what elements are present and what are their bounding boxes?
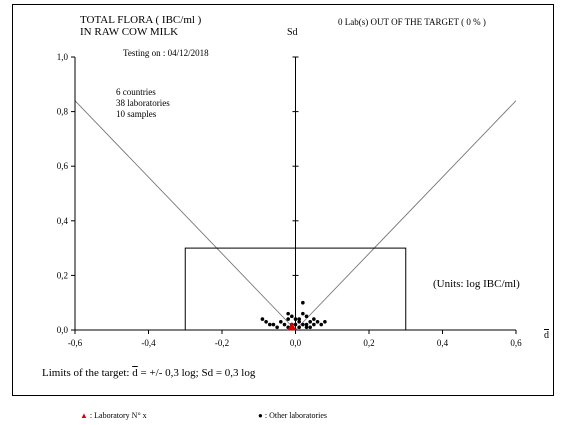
other-laboratory-point xyxy=(308,320,313,324)
red-triangle-icon: ▲ xyxy=(80,411,88,420)
other-laboratory-point xyxy=(301,322,305,327)
other-laboratory-point xyxy=(286,317,290,321)
other-laboratory-point xyxy=(290,314,294,319)
other-laboratory-point xyxy=(323,320,327,324)
other-laboratory-point xyxy=(297,317,301,321)
limits-of-target: Limits of the target: d = +/- 0,3 log; S… xyxy=(42,367,255,379)
y-tick-label: 0,4 xyxy=(57,216,69,226)
other-laboratory-point xyxy=(304,325,309,330)
other-laboratory-point xyxy=(312,322,316,327)
x-tick-label: 0,2 xyxy=(363,338,374,348)
stat-countries: 6 countries xyxy=(116,87,156,97)
other-laboratory-point xyxy=(301,311,305,316)
x-tick-label: -0,2 xyxy=(215,338,229,348)
out-of-target-text: 0 Lab(s) OUT OF THE TARGET ( 0 % ) xyxy=(338,17,486,27)
other-laboratory-point xyxy=(304,322,309,327)
stat-laboratories: 38 laboratories xyxy=(116,98,170,108)
x-tick-label: -0,4 xyxy=(141,338,156,348)
y-tick-label: 0,0 xyxy=(57,325,69,335)
other-laboratory-point xyxy=(275,325,279,330)
chart-frame: -0,6 -0,4 -0,2 0,0 0,2 0,4 0,6 0,0 0,2 0,4 0,6 0,8 1… xyxy=(12,4,554,396)
other-laboratory-point xyxy=(267,322,272,327)
other-laboratory-point xyxy=(297,325,301,330)
other-laboratory-point xyxy=(282,322,287,327)
limits-values: = +/- 0,3 log; Sd = 0,3 log xyxy=(137,367,256,379)
stat-samples: 10 samples xyxy=(116,109,157,119)
target-v-line-1 xyxy=(295,100,517,331)
x-tick-label: -0,6 xyxy=(68,338,83,348)
other-laboratory-point xyxy=(279,320,283,324)
other-laboratory-point xyxy=(315,320,320,324)
x-axis-label: d xyxy=(544,330,549,341)
other-laboratory-point xyxy=(297,320,301,324)
x-tick-label: 0,4 xyxy=(437,338,449,348)
other-laboratory-point xyxy=(293,322,298,327)
other-laboratory-point xyxy=(308,325,313,330)
limits-d-symbol: d xyxy=(132,367,138,379)
legend-label-laboratory-x: : Laboratory N° x xyxy=(89,411,147,420)
legend-item-laboratory-x: ▲ : Laboratory N° x xyxy=(80,411,147,420)
y-axis-label: Sd xyxy=(287,27,298,38)
other-laboratory-point xyxy=(260,317,265,321)
other-laboratory-point xyxy=(293,317,298,321)
black-dot-icon: ● xyxy=(258,411,263,420)
target-v-line-0 xyxy=(74,100,296,331)
other-laboratory-point xyxy=(286,311,290,316)
other-laboratory-point xyxy=(271,322,276,327)
legend-item-other-laboratories: ● : Other laboratories xyxy=(258,411,327,420)
x-tick-label: 0,0 xyxy=(290,338,302,348)
other-laboratory-point xyxy=(319,322,324,327)
other-laboratory-point xyxy=(264,320,268,324)
other-laboratory-point xyxy=(312,317,316,321)
units-label: (Units: log IBC/ml) xyxy=(433,278,520,290)
y-tick-label: 1,0 xyxy=(57,52,69,62)
chart-title-line-2: IN RAW COW MILK xyxy=(80,26,179,38)
chart-title-line-1: TOTAL FLORA ( IBC/ml ) xyxy=(80,14,202,26)
other-laboratory-point xyxy=(301,300,305,305)
x-tick-label: 0,6 xyxy=(510,338,522,348)
testing-date: Testing on : 04/12/2018 xyxy=(123,48,209,58)
plot-area: -0,6 -0,4 -0,2 0,0 0,2 0,4 0,6 0,0 0,2 0,4 0,6 0,8 1… xyxy=(57,52,522,348)
legend-label-other-laboratories: : Other laboratories xyxy=(264,411,328,420)
other-laboratory-point xyxy=(304,314,309,319)
y-tick-label: 0,6 xyxy=(57,161,69,171)
limits-prefix: Limits of the target: xyxy=(42,367,133,379)
laboratory-x-marker xyxy=(287,322,297,331)
y-tick-label: 0,8 xyxy=(57,107,69,117)
y-tick-label: 0,2 xyxy=(57,270,68,280)
